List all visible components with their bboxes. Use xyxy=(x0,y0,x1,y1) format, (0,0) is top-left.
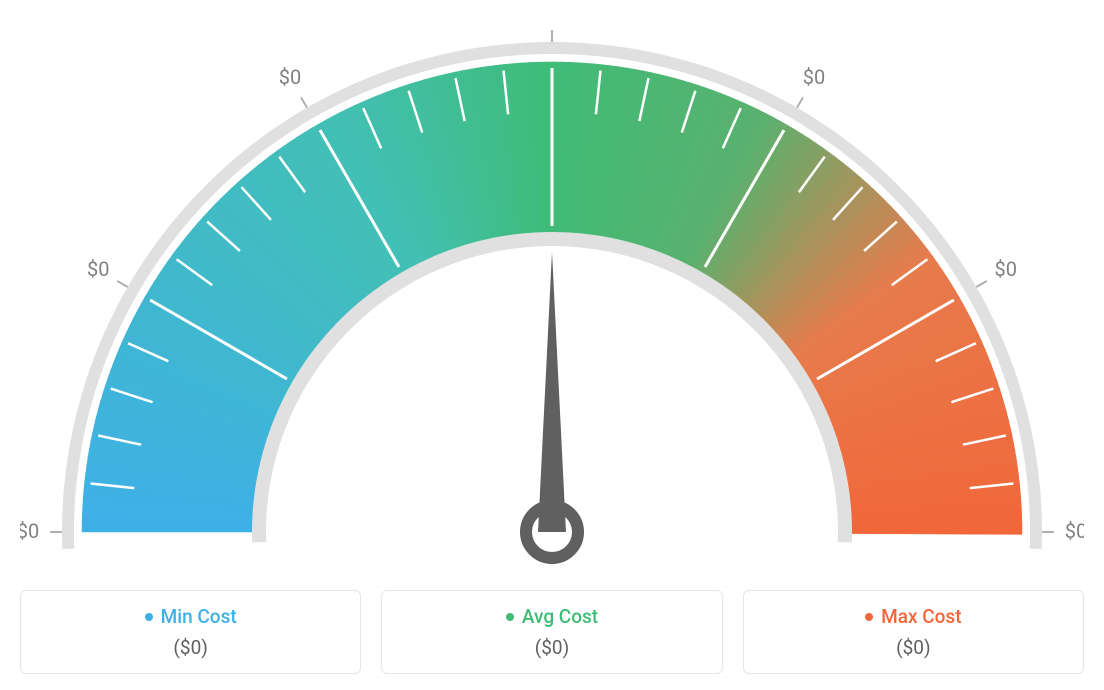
gauge-tick-label: $0 xyxy=(279,65,301,89)
legend-card: Max Cost ($0) xyxy=(743,590,1084,674)
gauge-tick-label: $0 xyxy=(20,519,39,543)
legend-title: Max Cost xyxy=(865,605,961,628)
gauge-needle xyxy=(538,252,566,532)
legend-value: ($0) xyxy=(535,636,569,659)
gauge-tick-label: $0 xyxy=(1065,519,1084,543)
legend-value: ($0) xyxy=(173,636,207,659)
gauge-tick-label: $0 xyxy=(803,65,825,89)
gauge-svg-container: $0$0$0$0$0$0$0 xyxy=(20,20,1084,580)
legend-title-text: Min Cost xyxy=(161,605,237,628)
gauge-tick-label: $0 xyxy=(87,257,109,281)
gauge-chart: $0$0$0$0$0$0$0 Min Cost($0)Avg Cost($0)M… xyxy=(20,20,1084,674)
legend-title-text: Max Cost xyxy=(881,605,961,628)
legend-title: Avg Cost xyxy=(506,605,598,628)
legend-title-text: Avg Cost xyxy=(522,605,598,628)
legend-dot-icon xyxy=(506,613,514,621)
legend-value: ($0) xyxy=(896,636,930,659)
gauge-tick-label: $0 xyxy=(995,257,1017,281)
legend-card: Min Cost ($0) xyxy=(20,590,361,674)
gauge-svg: $0$0$0$0$0$0$0 xyxy=(20,20,1084,580)
legend-row: Min Cost ($0) Avg Cost ($0) Max Cost ($0) xyxy=(20,590,1084,674)
legend-dot-icon xyxy=(865,613,873,621)
legend-card: Avg Cost ($0) xyxy=(381,590,722,674)
legend-title: Min Cost xyxy=(145,605,237,628)
legend-dot-icon xyxy=(145,613,153,621)
